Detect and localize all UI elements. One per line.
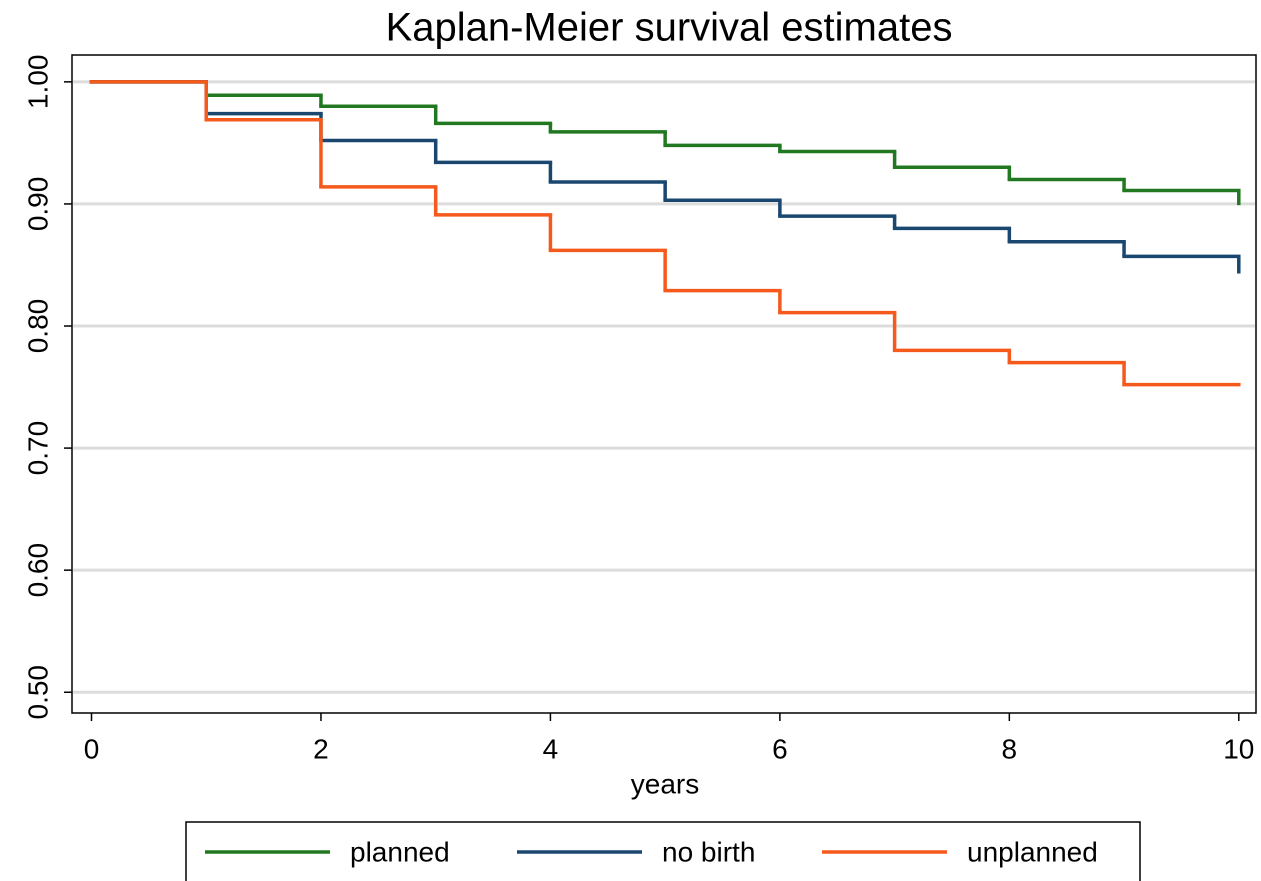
- x-tick-label: 8: [1002, 733, 1018, 764]
- y-tick-label: 0.50: [22, 665, 53, 720]
- y-tick-label: 0.60: [22, 543, 53, 598]
- y-tick-label: 0.80: [22, 299, 53, 354]
- y-tick-label: 1.00: [22, 55, 53, 110]
- x-tick-label: 0: [84, 733, 100, 764]
- x-tick-label: 2: [313, 733, 329, 764]
- legend-box: [185, 821, 1141, 881]
- y-tick-label: 0.90: [22, 177, 53, 232]
- legend-label: unplanned: [967, 836, 1098, 867]
- x-axis-label: years: [631, 768, 699, 799]
- chart-title: Kaplan-Meier survival estimates: [386, 6, 953, 50]
- x-tick-label: 4: [543, 733, 559, 764]
- plot-area: [71, 54, 1257, 714]
- x-tick-label: 6: [772, 733, 788, 764]
- y-tick-label: 0.70: [22, 421, 53, 476]
- x-tick-label: 10: [1223, 733, 1254, 764]
- legend-label: no birth: [662, 836, 755, 867]
- legend-label: planned: [350, 836, 450, 867]
